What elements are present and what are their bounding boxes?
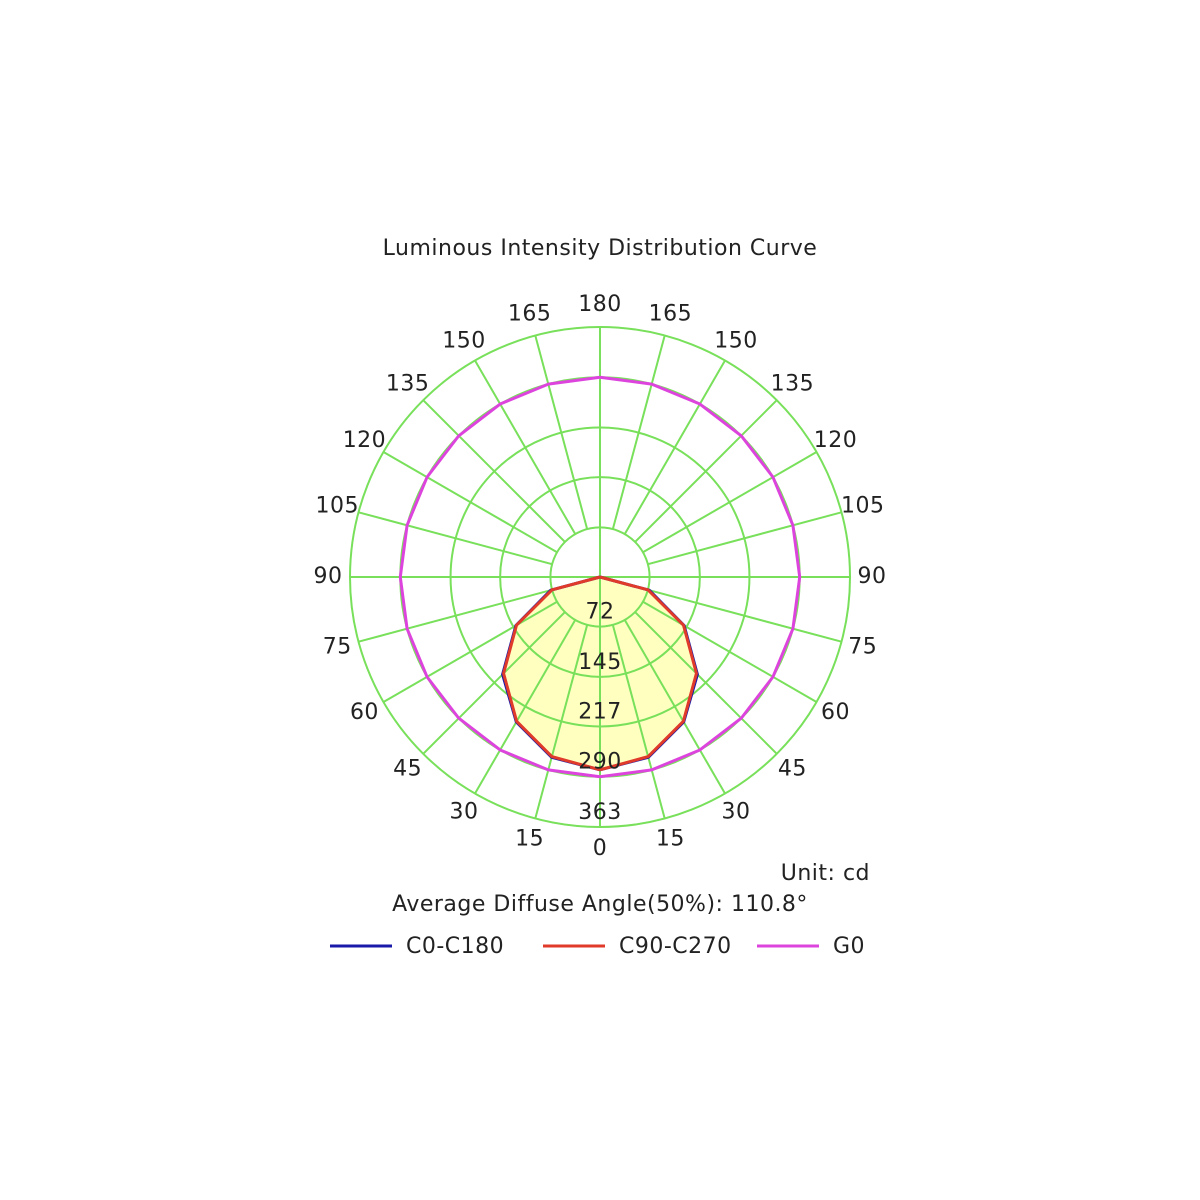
r-tick-label: 290 xyxy=(578,750,622,775)
angle-label: 90 xyxy=(314,564,343,589)
angle-label: 45 xyxy=(778,756,807,781)
angle-label: 120 xyxy=(814,428,858,453)
angle-label: 75 xyxy=(323,634,352,659)
angle-label: 60 xyxy=(821,700,850,725)
grid-spoke xyxy=(382,600,558,703)
chart-title: Luminous Intensity Distribution Curve xyxy=(383,236,818,261)
angle-label: 180 xyxy=(578,292,622,317)
legend-label: C0-C180 xyxy=(406,934,504,959)
angle-label: 150 xyxy=(442,328,486,353)
grid-spoke xyxy=(634,611,778,755)
grid-spoke xyxy=(422,399,566,543)
r-tick-label: 363 xyxy=(578,800,622,825)
r-tick-label: 145 xyxy=(578,650,622,675)
series-line xyxy=(502,575,601,772)
angle-label: 105 xyxy=(841,494,885,519)
angle-label: 30 xyxy=(450,800,479,825)
unit-label: Unit: cd xyxy=(781,861,870,886)
area-fill xyxy=(600,577,698,770)
r-tick-label: 217 xyxy=(578,699,622,724)
angle-label: 45 xyxy=(393,756,422,781)
angle-label: 15 xyxy=(656,827,685,852)
grid-spoke xyxy=(634,399,778,543)
note: Average Diffuse Angle(50%): 110.8° xyxy=(392,892,808,917)
grid-spoke xyxy=(611,624,666,819)
angle-label: 105 xyxy=(316,494,360,519)
grid-spoke xyxy=(534,335,589,530)
grid-spoke xyxy=(647,588,842,643)
grid-spoke xyxy=(623,619,726,795)
grid-spoke xyxy=(647,511,842,566)
grid-spoke xyxy=(642,451,818,554)
grid-spoke xyxy=(358,511,553,566)
angle-label: 30 xyxy=(722,800,751,825)
series-line xyxy=(599,375,802,779)
angle-label: 0 xyxy=(593,836,608,861)
grid-spoke xyxy=(422,611,566,755)
grid-spoke xyxy=(474,619,577,795)
area-fill xyxy=(502,577,600,770)
angle-label: 60 xyxy=(350,700,379,725)
angle-label: 90 xyxy=(858,564,887,589)
angle-label: 165 xyxy=(649,301,693,326)
angle-label: 120 xyxy=(343,428,387,453)
grid-spoke xyxy=(358,588,553,643)
r-tick-label: 72 xyxy=(586,600,615,625)
grid-spoke xyxy=(534,624,589,819)
angle-label: 135 xyxy=(386,372,430,397)
legend-label: G0 xyxy=(833,934,865,959)
series-line xyxy=(398,375,601,779)
series-line xyxy=(599,575,698,772)
angle-label: 150 xyxy=(714,328,758,353)
grid-spoke xyxy=(382,451,558,554)
angle-label: 15 xyxy=(515,827,544,852)
angle-label: 75 xyxy=(848,634,877,659)
legend-label: C90-C270 xyxy=(619,934,732,959)
angle-label: 165 xyxy=(508,301,552,326)
angle-label: 135 xyxy=(771,372,815,397)
grid-spoke xyxy=(623,359,726,535)
grid-spoke xyxy=(474,359,577,535)
grid-spoke xyxy=(642,600,818,703)
grid-spoke xyxy=(611,335,666,530)
